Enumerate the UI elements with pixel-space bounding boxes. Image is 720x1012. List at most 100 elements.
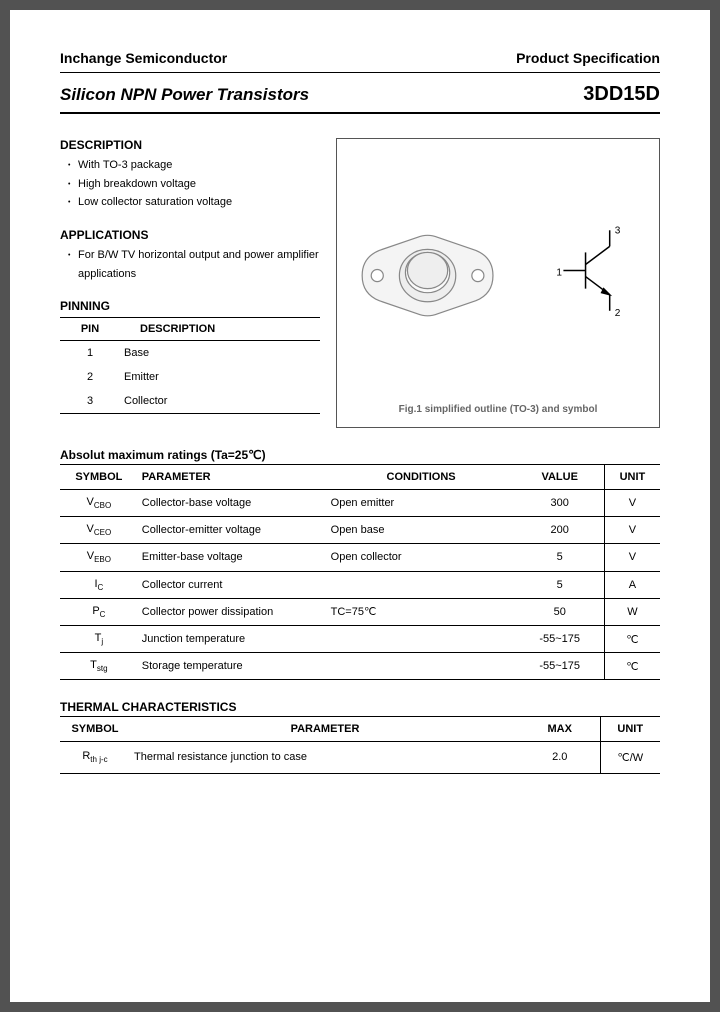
symbol-cell: VEBO: [60, 544, 138, 571]
symbol-cell: Tj: [60, 625, 138, 652]
symbol-cell: Tstg: [60, 653, 138, 680]
pin-number: 3: [60, 389, 120, 414]
param-cell: Collector current: [138, 571, 327, 598]
absmax-heading: Absolut maximum ratings (Ta=25℃): [60, 448, 660, 462]
param-cell: Junction temperature: [138, 625, 327, 652]
applications-item: For B/W TV horizontal output and power a…: [68, 246, 320, 283]
table-row: VCBOCollector-base voltageOpen emitter30…: [60, 490, 660, 517]
part-number: 3DD15D: [583, 83, 660, 106]
pin-desc: Collector: [120, 389, 320, 414]
content-area: DESCRIPTION With TO-3 package High break…: [60, 138, 660, 774]
cond-cell: TC=75℃: [327, 598, 516, 625]
value-cell: 5: [516, 544, 605, 571]
table-row: 2 Emitter: [60, 365, 320, 389]
unit-cell: A: [604, 571, 660, 598]
company-name: Inchange Semiconductor: [60, 50, 227, 66]
description-item: High breakdown voltage: [68, 175, 320, 194]
value-cell: 5: [516, 571, 605, 598]
cond-cell: [327, 625, 516, 652]
table-row: PCCollector power dissipationTC=75℃50W: [60, 598, 660, 625]
pin-number: 2: [60, 365, 120, 389]
table-row: VCEOCollector-emitter voltageOpen base20…: [60, 517, 660, 544]
symbol-cell: PC: [60, 598, 138, 625]
symbol-cell: VCBO: [60, 490, 138, 517]
thermal-col-parameter: PARAMETER: [130, 717, 520, 742]
description-item: Low collector saturation voltage: [68, 193, 320, 212]
pinning-col-desc: DESCRIPTION: [120, 318, 320, 341]
symbol-cell: VCEO: [60, 517, 138, 544]
absmax-col-conditions: CONDITIONS: [327, 465, 516, 490]
figure-drawing: 1 2 3: [337, 139, 659, 392]
cond-cell: Open collector: [327, 544, 516, 571]
thermal-col-symbol: SYMBOL: [60, 717, 130, 742]
value-cell: 200: [516, 517, 605, 544]
table-row: 3 Collector: [60, 389, 320, 414]
unit-cell: ℃: [604, 625, 660, 652]
param-cell: Collector-emitter voltage: [138, 517, 327, 544]
cond-cell: [327, 653, 516, 680]
value-cell: -55~175: [516, 653, 605, 680]
table-row: TstgStorage temperature -55~175℃: [60, 653, 660, 680]
table-row: Rth j-c Thermal resistance junction to c…: [60, 742, 660, 773]
absmax-col-parameter: PARAMETER: [138, 465, 327, 490]
doc-type: Product Specification: [516, 50, 660, 66]
description-heading: DESCRIPTION: [60, 138, 320, 152]
unit-cell: V: [604, 517, 660, 544]
param-cell: Thermal resistance junction to case: [130, 742, 520, 773]
absmax-col-value: VALUE: [516, 465, 605, 490]
absmax-col-unit: UNIT: [604, 465, 660, 490]
pin-label-2: 2: [615, 308, 621, 319]
thermal-heading: THERMAL CHARACTERISTICS: [60, 700, 660, 714]
divider-thick: [60, 112, 660, 114]
thermal-table: SYMBOL PARAMETER MAX UNIT Rth j-c Therma…: [60, 716, 660, 773]
pinning-heading: PINNING: [60, 299, 320, 313]
pin-desc: Emitter: [120, 365, 320, 389]
param-cell: Collector-base voltage: [138, 490, 327, 517]
datasheet-page: Inchange Semiconductor Product Specifica…: [10, 10, 710, 1002]
right-column: 1 2 3 Fig.1 simplified outline (TO-3) an…: [336, 138, 660, 428]
pin-label-3: 3: [615, 225, 621, 236]
divider: [60, 72, 660, 73]
value-cell: 300: [516, 490, 605, 517]
description-item: With TO-3 package: [68, 156, 320, 175]
figure-caption: Fig.1 simplified outline (TO-3) and symb…: [395, 392, 602, 427]
cond-cell: Open emitter: [327, 490, 516, 517]
value-cell: 50: [516, 598, 605, 625]
cond-cell: [327, 571, 516, 598]
max-cell: 2.0: [520, 742, 600, 773]
thermal-col-max: MAX: [520, 717, 600, 742]
pin-desc: Base: [120, 341, 320, 366]
package-symbol-svg: 1 2 3: [337, 139, 659, 392]
pin-label-1: 1: [556, 268, 562, 279]
applications-heading: APPLICATIONS: [60, 228, 320, 242]
unit-cell: V: [604, 490, 660, 517]
param-cell: Emitter-base voltage: [138, 544, 327, 571]
symbol-cell: Rth j-c: [60, 742, 130, 773]
pinning-col-pin: PIN: [60, 318, 120, 341]
unit-cell: ℃: [604, 653, 660, 680]
param-cell: Collector power dissipation: [138, 598, 327, 625]
param-cell: Storage temperature: [138, 653, 327, 680]
pinning-table: PIN DESCRIPTION 1 Base 2 Emitter 3 Colle…: [60, 317, 320, 414]
table-row: ICCollector current 5A: [60, 571, 660, 598]
value-cell: -55~175: [516, 625, 605, 652]
page-header: Inchange Semiconductor Product Specifica…: [60, 50, 660, 66]
unit-cell: W: [604, 598, 660, 625]
applications-list: For B/W TV horizontal output and power a…: [60, 246, 320, 283]
symbol-cell: IC: [60, 571, 138, 598]
absmax-table: SYMBOL PARAMETER CONDITIONS VALUE UNIT V…: [60, 464, 660, 680]
table-row: VEBOEmitter-base voltageOpen collector5V: [60, 544, 660, 571]
title-row: Silicon NPN Power Transistors 3DD15D: [60, 83, 660, 106]
figure-box: 1 2 3 Fig.1 simplified outline (TO-3) an…: [336, 138, 660, 428]
product-family: Silicon NPN Power Transistors: [60, 85, 309, 105]
unit-cell: ℃/W: [600, 742, 660, 773]
unit-cell: V: [604, 544, 660, 571]
table-row: 1 Base: [60, 341, 320, 366]
thermal-col-unit: UNIT: [600, 717, 660, 742]
cond-cell: Open base: [327, 517, 516, 544]
table-row: TjJunction temperature -55~175℃: [60, 625, 660, 652]
pin-number: 1: [60, 341, 120, 366]
absmax-col-symbol: SYMBOL: [60, 465, 138, 490]
left-column: DESCRIPTION With TO-3 package High break…: [60, 138, 320, 428]
top-two-column: DESCRIPTION With TO-3 package High break…: [60, 138, 660, 428]
